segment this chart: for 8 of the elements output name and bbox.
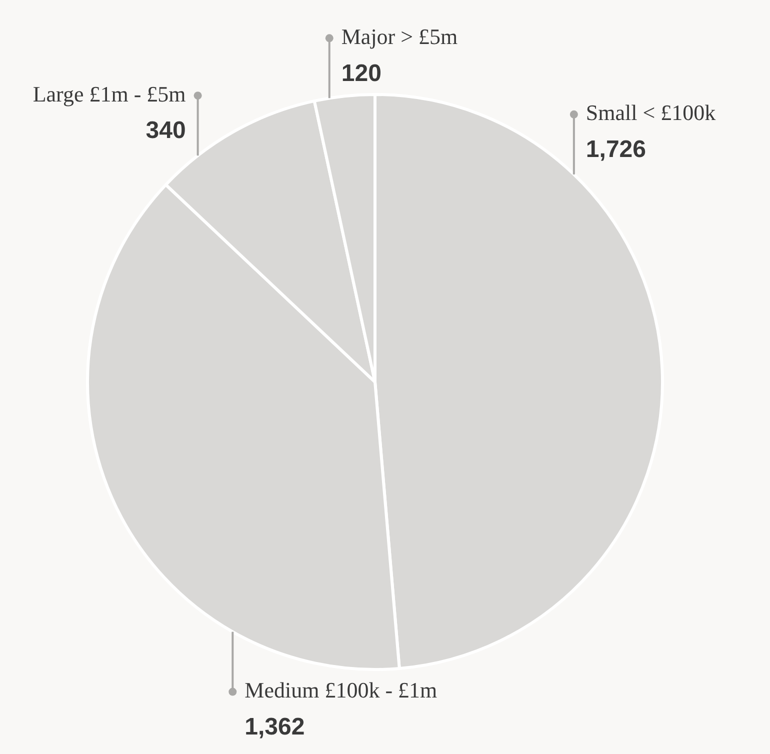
data-label: 120 [341, 60, 382, 87]
data-label: 1,726 [586, 136, 646, 164]
data-label: 340 [146, 117, 186, 144]
slice-label: Major > £5m [341, 24, 458, 49]
data-label: 1,362 [244, 713, 305, 740]
slice-label: Medium £100k - £1m [244, 678, 438, 703]
slice-label: Large £1m - £5m [32, 81, 186, 106]
slice-label: Small < £100k [586, 100, 716, 126]
